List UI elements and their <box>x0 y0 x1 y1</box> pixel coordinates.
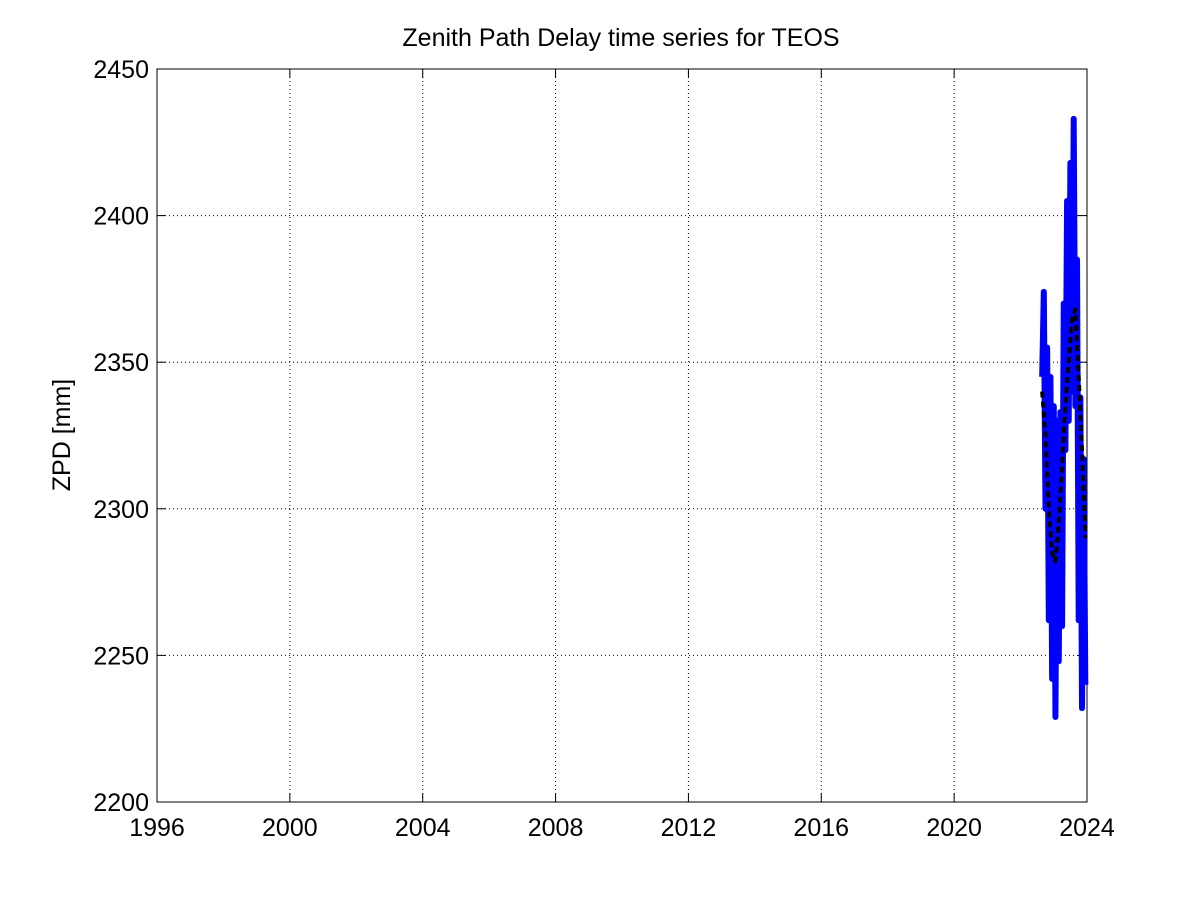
smoothed-line <box>1040 307 1088 564</box>
x-tick-label: 2016 <box>793 814 849 842</box>
y-axis-label: ZPD [mm] <box>48 379 76 492</box>
x-tick-label: 2024 <box>1059 814 1115 842</box>
data-line <box>1039 115 1089 720</box>
x-tick-label: 2020 <box>926 814 982 842</box>
y-tick-label: 2200 <box>93 789 149 817</box>
x-tick-label: 2008 <box>528 814 584 842</box>
x-tick-label: 2004 <box>395 814 451 842</box>
chart-title: Zenith Path Delay time series for TEOS <box>402 24 839 52</box>
y-tick-label: 2250 <box>93 642 149 670</box>
x-tick-label: 2012 <box>661 814 717 842</box>
plot-frame <box>156 68 1088 803</box>
x-tick-label: 2000 <box>262 814 318 842</box>
y-tick-label: 2300 <box>93 496 149 524</box>
y-tick-label: 2350 <box>93 349 149 377</box>
y-tick-label: 2400 <box>93 203 149 231</box>
y-tick-label: 2450 <box>93 56 149 84</box>
x-tick-label: 1996 <box>129 814 185 842</box>
